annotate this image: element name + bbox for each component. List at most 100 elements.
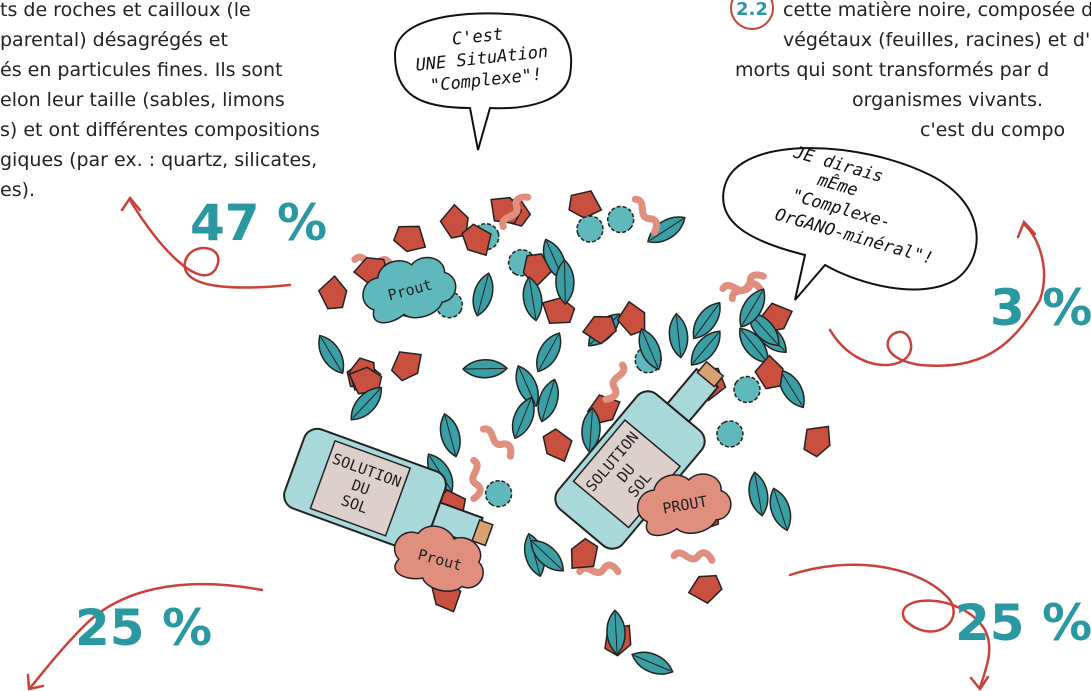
blob-piece <box>739 288 766 328</box>
blob-piece <box>616 300 646 336</box>
leaf-vein <box>641 330 659 368</box>
cloud-shape <box>636 473 732 537</box>
microbe <box>606 205 635 234</box>
text-line: organismes vivants. <box>852 89 1043 111</box>
left-paragraph: ts de roches et cailloux (le parental) d… <box>0 0 320 201</box>
blob-piece <box>318 334 345 375</box>
leaf-vein <box>464 367 506 370</box>
arrow <box>828 223 1046 367</box>
worm <box>499 193 532 231</box>
speech-bubble: C'est UNE SituAtion "Complexe"! <box>393 12 573 151</box>
leaf-vein <box>740 329 767 362</box>
rock <box>317 275 348 310</box>
blob-piece <box>536 332 562 373</box>
bubble-shape <box>393 12 573 151</box>
leaf-vein <box>614 612 618 653</box>
percentage: 25 % <box>955 594 1091 652</box>
arrow <box>28 583 264 690</box>
rock <box>390 351 422 382</box>
leaf-vein <box>780 371 803 406</box>
right-paragraph: 2.2 cette matière noire, composée d végé… <box>730 0 1091 141</box>
leaf-vein <box>515 399 532 437</box>
rock <box>439 203 469 239</box>
leaf-vein <box>541 381 555 420</box>
leaf-vein <box>352 388 381 419</box>
percentage: 3 % <box>990 279 1091 337</box>
blob-piece <box>638 327 662 371</box>
blob-piece <box>439 203 469 239</box>
worm <box>479 425 515 460</box>
percentage: 47 % <box>190 194 327 252</box>
rock <box>461 223 492 257</box>
leaf-vein <box>741 290 764 326</box>
text-line: ts de roches et cailloux (le <box>0 0 251 21</box>
blob-piece <box>692 301 721 340</box>
text-line: cette matière noire, composée d <box>783 0 1091 21</box>
soil-blob: SOLUTIONDUSOLSOLUTIONDUSOLProutPROUTProu… <box>283 190 831 675</box>
rock <box>754 354 784 390</box>
blob-piece <box>542 428 573 463</box>
percentage: 25 % <box>75 599 212 657</box>
microbe <box>484 479 513 508</box>
blob-piece <box>576 561 622 576</box>
text-line: es). <box>0 179 35 201</box>
leaf-vein <box>649 218 684 242</box>
blob-piece <box>392 225 427 253</box>
text-line: morts qui sont transformés par d <box>735 59 1049 81</box>
blob-piece <box>484 479 513 508</box>
rock <box>581 315 618 345</box>
blob-piece <box>631 195 660 236</box>
blob-piece <box>803 425 831 458</box>
blob-piece <box>439 413 461 458</box>
bottle-cork <box>471 519 494 547</box>
blob-piece <box>733 375 761 404</box>
leaf-vein <box>633 654 672 672</box>
leaf-vein <box>444 415 456 455</box>
rock <box>568 190 603 219</box>
leaf-vein <box>532 541 563 570</box>
rock <box>392 225 427 253</box>
rock <box>541 296 576 325</box>
badge-text: 2.2 <box>736 0 768 20</box>
cloud: Prout <box>393 525 484 592</box>
arrow-head <box>26 673 45 691</box>
rock <box>348 366 383 395</box>
blob-piece <box>472 272 494 317</box>
blob-piece <box>670 549 716 564</box>
text-line: s) et ont différentes compositions <box>0 119 320 141</box>
blob-piece <box>581 315 618 345</box>
leaf-vein <box>754 474 763 514</box>
blob-piece <box>350 386 383 421</box>
blob-piece <box>348 366 383 395</box>
blob-piece <box>576 215 604 243</box>
blob-piece <box>522 276 543 322</box>
worm <box>576 561 622 576</box>
blob-piece <box>668 312 689 359</box>
rock <box>687 574 723 605</box>
badge-circle <box>730 0 774 30</box>
arrow <box>788 563 991 690</box>
cloud-shape <box>362 256 457 324</box>
blob-piece <box>537 378 559 423</box>
arrow-head <box>1016 219 1037 239</box>
leaf-vein <box>675 315 682 356</box>
text-line: parental) désagrégés et <box>0 29 228 51</box>
worm <box>469 456 484 503</box>
rock <box>803 425 831 458</box>
leaf-vein <box>320 336 342 372</box>
arrow-head <box>120 195 142 212</box>
leaf-vein <box>538 334 559 371</box>
blob-piece <box>317 275 348 310</box>
microbe <box>716 420 744 448</box>
leaf-vein <box>528 278 537 319</box>
blob-piece <box>479 425 515 460</box>
cloud: PROUT <box>636 473 732 537</box>
blob-piece <box>606 205 635 234</box>
worm <box>602 361 628 403</box>
bubble-shape <box>722 147 978 301</box>
blob-piece <box>606 609 626 656</box>
arrow-head <box>969 675 990 691</box>
leaf-vein <box>477 275 489 314</box>
